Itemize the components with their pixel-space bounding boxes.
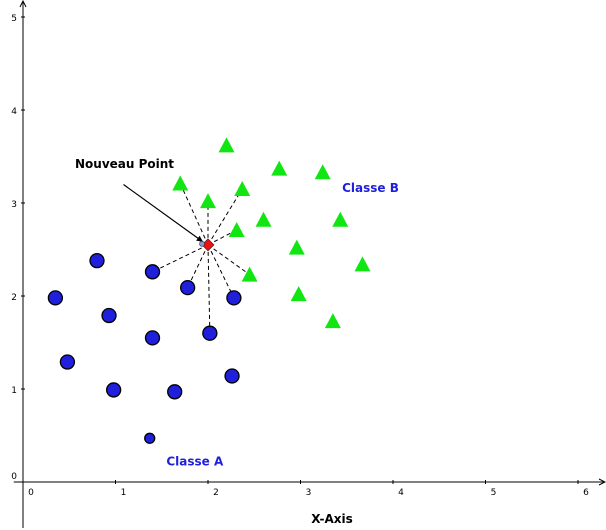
x-tick-label: 2 [213,488,219,498]
neighbor-line [207,244,211,334]
class-b-point [324,313,341,329]
class-a-point [144,432,156,444]
class-b-point [288,239,305,255]
x-tick-label: 6 [583,488,589,498]
y-tick-label: 5 [11,14,17,24]
class-b-point [332,211,349,227]
class-b-point [255,211,272,227]
class-label: Classe B [342,181,399,195]
neighbor-line [207,188,243,246]
y-tick-label: 3 [11,200,17,210]
new-point-label: Nouveau Point [75,157,174,171]
class-b-point [241,266,258,282]
data-points [47,137,371,444]
class-a-point [59,354,76,370]
class-a-point [101,307,117,324]
class-b-point [290,286,307,302]
y-axis-arrow-icon [19,0,27,8]
y-tick-label: 2 [11,293,17,303]
class-b-point [314,164,331,180]
class-a-point [89,253,105,269]
y-tick-label: 1 [11,386,17,396]
class-a-point [226,290,242,306]
chart-labels: X-Axis Nouveau Point Classe B Classe A [75,157,399,526]
class-label: Classe A [166,454,224,468]
anchor-dot [199,241,205,247]
class-b-point [200,193,216,209]
neighbor-line [152,244,209,273]
y-tick-label: 0 [11,472,17,482]
class-a-point [224,368,240,384]
neighbor-line [187,244,209,288]
x-tick-label: 1 [121,488,127,498]
class-b-point [234,181,251,197]
neighbor-line [207,229,237,246]
class-a-point [202,325,218,341]
x-tick-label: 4 [398,488,404,498]
neighbor-line [207,244,235,299]
x-tick-label: 3 [306,488,312,498]
axes: 0 1 2 3 4 5 6 0 1 2 3 4 5 [11,0,606,528]
class-b-point [228,221,245,237]
annotation-arrowhead-icon [196,235,203,242]
x-tick-label: 5 [491,488,497,498]
neighbor-line [207,244,250,276]
class-b-point [172,175,189,191]
class-b-point [354,256,371,272]
class-a-point [144,264,161,280]
class-a-point [47,290,64,306]
class-a-point [179,279,196,296]
neighbor-lines [152,183,250,334]
class-a-point [167,384,183,400]
class-b-point [271,160,288,176]
annotation-arrow-line [123,184,204,243]
y-tick-label: 4 [11,107,17,117]
class-a-point [106,382,122,398]
x-axis-label: X-Axis [311,512,353,526]
class-a-point [144,330,161,346]
x-tick-label: 0 [28,488,34,498]
neighbor-line [179,183,209,246]
class-b-point [218,137,235,153]
x-axis-arrow-icon [598,478,606,486]
